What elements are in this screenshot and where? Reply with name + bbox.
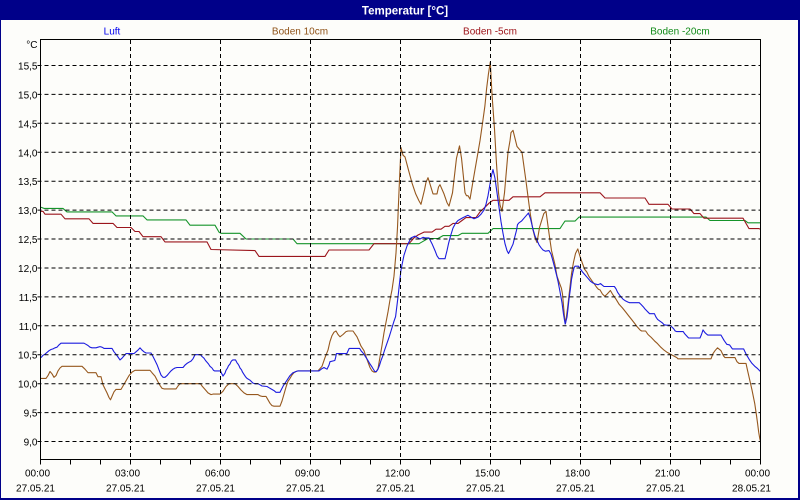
svg-text:Boden -20cm: Boden -20cm bbox=[650, 27, 709, 38]
svg-text:10,5: 10,5 bbox=[18, 351, 38, 362]
svg-text:13,0: 13,0 bbox=[18, 206, 38, 217]
svg-text:°C: °C bbox=[26, 40, 37, 51]
svg-text:9,5: 9,5 bbox=[24, 409, 38, 420]
svg-text:9,0: 9,0 bbox=[24, 438, 38, 449]
svg-text:12:00: 12:00 bbox=[385, 469, 410, 480]
svg-text:15:00: 15:00 bbox=[475, 469, 500, 480]
svg-text:11,5: 11,5 bbox=[19, 293, 38, 304]
svg-text:18:00: 18:00 bbox=[565, 469, 590, 480]
svg-text:27.05.21: 27.05.21 bbox=[646, 484, 685, 495]
svg-text:27.05.21: 27.05.21 bbox=[286, 484, 325, 495]
svg-text:00:00: 00:00 bbox=[745, 469, 770, 480]
svg-text:14,0: 14,0 bbox=[18, 148, 38, 159]
svg-text:27.05.21: 27.05.21 bbox=[466, 484, 505, 495]
svg-text:27.05.21: 27.05.21 bbox=[16, 484, 55, 495]
svg-text:27.05.21: 27.05.21 bbox=[556, 484, 595, 495]
svg-text:12,0: 12,0 bbox=[18, 264, 38, 275]
svg-text:Boden 10cm: Boden 10cm bbox=[272, 27, 328, 38]
svg-text:06:00: 06:00 bbox=[205, 469, 230, 480]
svg-text:00:00: 00:00 bbox=[25, 469, 50, 480]
svg-text:10,0: 10,0 bbox=[18, 380, 38, 391]
svg-text:03:00: 03:00 bbox=[115, 469, 140, 480]
svg-text:27.05.21: 27.05.21 bbox=[376, 484, 415, 495]
svg-text:Boden -5cm: Boden -5cm bbox=[463, 27, 517, 38]
svg-text:14,5: 14,5 bbox=[18, 119, 38, 130]
svg-text:27.05.21: 27.05.21 bbox=[196, 484, 235, 495]
svg-text:Luft: Luft bbox=[104, 27, 121, 38]
svg-text:27.05.21: 27.05.21 bbox=[106, 484, 145, 495]
svg-text:15,5: 15,5 bbox=[18, 62, 38, 73]
svg-text:12,5: 12,5 bbox=[18, 235, 38, 246]
svg-text:15,0: 15,0 bbox=[18, 90, 38, 101]
svg-text:09:00: 09:00 bbox=[295, 469, 320, 480]
svg-text:21:00: 21:00 bbox=[655, 469, 680, 480]
svg-text:28.05.21: 28.05.21 bbox=[732, 484, 771, 495]
svg-text:Temperatur [°C]: Temperatur [°C] bbox=[362, 6, 448, 18]
svg-text:13,5: 13,5 bbox=[18, 177, 38, 188]
svg-text:11,0: 11,0 bbox=[19, 322, 38, 333]
